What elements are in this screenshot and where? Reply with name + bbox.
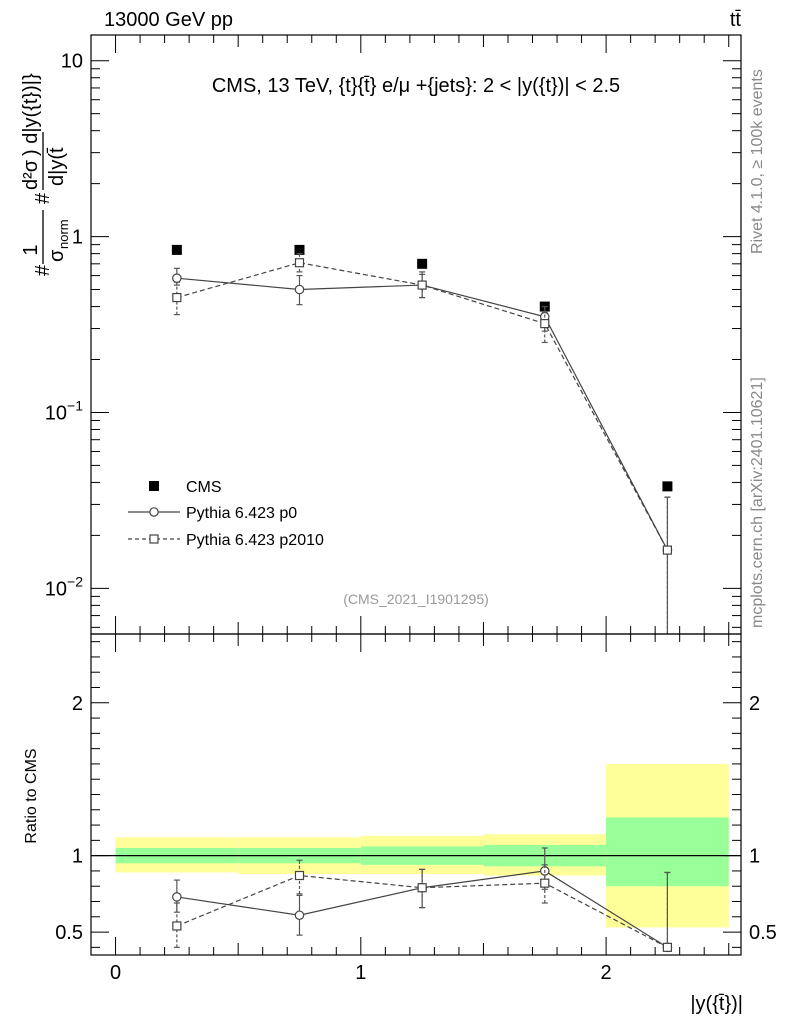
legend-label-cms: CMS — [186, 479, 222, 496]
ylabel-norm-subscript: norm — [56, 219, 71, 249]
plot-title: CMS, 13 TeV, {t}{t̄} e/μ +{jets}: 2 < |y… — [212, 75, 620, 97]
legend: CMS Pythia 6.423 p0 Pythia 6.423 p2010 — [128, 479, 324, 549]
ratio-pythia-p2010-point — [417, 883, 427, 893]
mcplots-label: mcplots.cern.ch [arXiv:2401.10621] — [749, 377, 766, 628]
rivet-version-label: Rivet 4.1.0, ≥ 100k events — [749, 69, 766, 254]
ratio-panel-ticks: 0.5 0.5 1 1 2 2 0 1 2 — [55, 634, 777, 984]
analysis-watermark: (CMS_2021_I1901295) — [343, 591, 489, 607]
ylabel-sigma: σ — [46, 249, 68, 262]
legend-marker-p2010 — [149, 534, 159, 544]
cms-point — [417, 258, 428, 269]
x-axis-label: |y({t̄})| — [690, 993, 743, 1015]
ratio-y-tick-label: 0.5 — [55, 922, 83, 944]
cms-point — [662, 481, 673, 492]
ratio-pythia-p2010-point — [294, 870, 305, 881]
ratio-y-tick-label-right: 1 — [749, 846, 760, 868]
ratio-pythia-p2010-point — [540, 878, 550, 888]
ratio-pythia-p0-point — [294, 910, 305, 921]
pythia-p2010-point — [540, 319, 550, 329]
energy-label: 13000 GeV pp — [104, 9, 233, 31]
ylabel-denominator: d|y(t̄ — [46, 147, 68, 186]
pythia-p2010-point — [417, 280, 427, 290]
main-panel-ticks: 10−2 10−1 1 10 — [45, 35, 741, 634]
ylabel-hash-2: # — [32, 192, 54, 204]
ratio-pythia-p0-point — [172, 892, 182, 902]
main-y-tick-label: 10 — [61, 51, 83, 73]
ylabel-numerator: d²σ — [20, 159, 42, 190]
ratio-y-tick-label: 2 — [72, 693, 83, 715]
pythia-p2010-point — [294, 258, 305, 268]
cms-point — [294, 244, 305, 255]
pythia-p0-point — [172, 273, 182, 283]
x-tick-label: 0 — [110, 962, 121, 984]
main-y-tick-label: 10−1 — [45, 397, 83, 424]
process-label: tt̄ — [730, 9, 742, 31]
pythia-p2010-point — [662, 545, 673, 555]
main-y-axis-label: # 1 σ norm # d²σ ) d|y({t})|} d|y(t̄ |} — [20, 73, 71, 276]
x-tick-label: 1 — [355, 962, 366, 984]
ratio-y-tick-label: 1 — [72, 846, 83, 868]
legend-label-p0: Pythia 6.423 p0 — [186, 505, 297, 522]
ylabel-hash-1: # — [32, 264, 54, 276]
ylabel-numerator-tail: ) d|y({t})|} — [20, 73, 42, 156]
legend-marker-p0 — [149, 507, 159, 517]
main-y-tick-label: 10−2 — [45, 573, 83, 600]
ratio-y-tick-label-right: 2 — [749, 693, 760, 715]
ratio-uncertainty-bands — [91, 763, 741, 928]
ratio-pythia-p2010-line — [176, 874, 668, 948]
main-y-tick-label: 1 — [72, 227, 83, 249]
ratio-panel-data — [172, 847, 673, 953]
ylabel-one: 1 — [20, 244, 42, 255]
legend-label-p2010: Pythia 6.423 p2010 — [186, 532, 324, 549]
legend-marker-cms — [149, 481, 159, 491]
pythia-p2010-point — [172, 292, 182, 303]
ratio-pythia-p2010-point — [172, 921, 182, 931]
x-tick-label: 2 — [601, 962, 612, 984]
ratio-panel-frame — [90, 633, 742, 956]
ratio-y-tick-label-right: 0.5 — [749, 922, 777, 944]
ratio-pythia-p2010-point — [662, 942, 673, 952]
main-panel-data — [171, 244, 673, 634]
cms-point — [171, 244, 182, 255]
pythia-p0-point — [294, 284, 305, 295]
ratio-y-axis-label: Ratio to CMS — [23, 748, 40, 843]
